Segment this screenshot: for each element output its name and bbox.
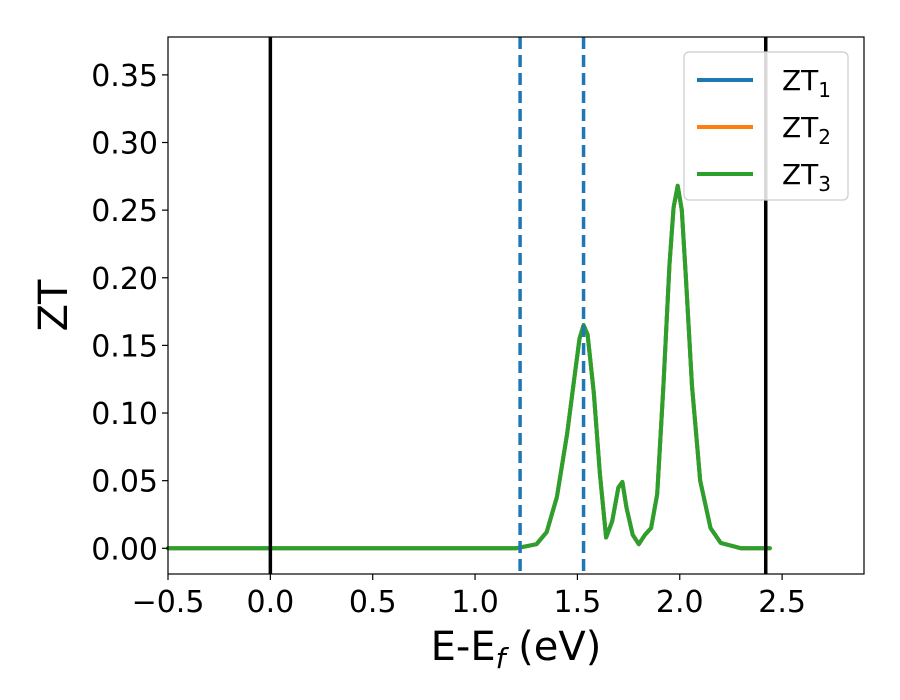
y-axis-ticks: 0.00 0.05 0.10 0.15 0.20 0.25 0.30 0.35 [91,59,168,567]
legend-label-2: ZT2 [782,111,831,149]
y-tick-label: 0.20 [91,262,158,297]
x-tick-label: 0.0 [246,585,294,620]
x-label-main: E-E [431,624,496,670]
x-tick-label: 2.5 [758,585,806,620]
series-line-3 [166,183,772,551]
x-tick-label: −0.5 [132,585,205,620]
x-tick-label: 1.0 [451,585,499,620]
series-line-1 [166,183,772,551]
x-tick-label: 1.5 [554,585,602,620]
y-tick-label: 0.10 [91,397,158,432]
y-tick-label: 0.05 [91,465,158,500]
x-tick-label: 0.5 [349,585,397,620]
legend-label-1: ZT1 [782,64,831,102]
x-axis-label: E-Ef (eV) [431,624,602,675]
plot-frame [167,36,865,575]
y-tick-label: 0.30 [91,127,158,162]
legend: ZT1 ZT2 ZT3 [683,51,849,201]
y-tick-label: 0.35 [91,59,158,94]
y-tick-label: 0.15 [91,329,158,364]
y-axis-label: ZT [31,279,77,331]
y-tick-label: 0.00 [91,532,158,567]
legend-label-3: ZT3 [782,158,831,196]
x-label-unit: (eV) [505,624,601,670]
x-tick-label: 2.0 [656,585,704,620]
legend-box [683,51,849,201]
series-line-2 [166,183,772,551]
y-tick-label: 0.25 [91,194,158,229]
series-layer [166,183,772,551]
x-axis-ticks: −0.5 0.0 0.5 1.0 1.5 2.0 2.5 [132,574,806,620]
